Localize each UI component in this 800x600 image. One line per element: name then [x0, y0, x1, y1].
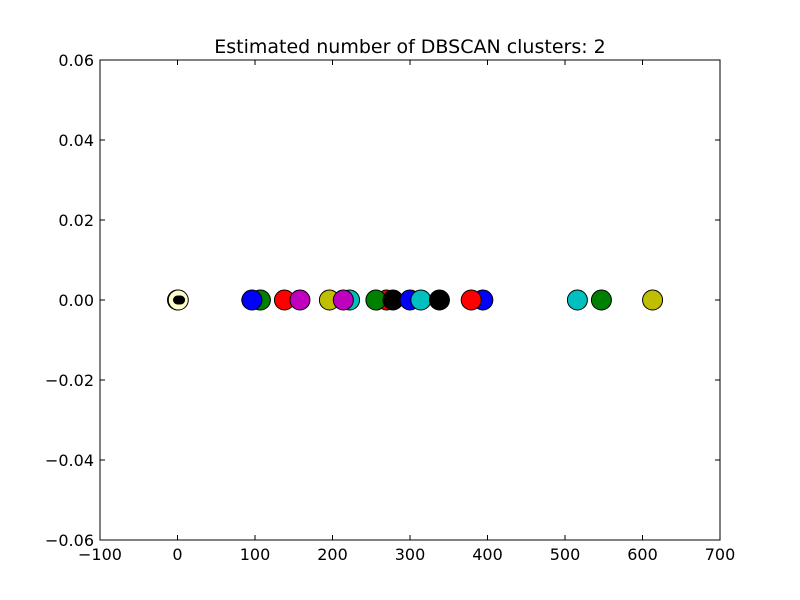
x-tick-label: −100: [78, 545, 122, 564]
data-point: [410, 289, 432, 311]
x-tick-label: 0: [172, 545, 182, 564]
data-point: [289, 289, 311, 311]
data-point: [590, 289, 612, 311]
x-tick-label: 600: [627, 545, 658, 564]
x-tick-label: 700: [705, 545, 736, 564]
y-tick-label: −0.02: [45, 371, 94, 390]
x-tick-label: 500: [550, 545, 581, 564]
y-tick-label: 0.06: [58, 51, 94, 70]
x-tick-label: 200: [317, 545, 348, 564]
y-tick-label: 0.02: [58, 211, 94, 230]
data-points: [167, 289, 664, 311]
axis-tick-labels: −100 0 100 200 300 400 500 600 700 0.06 0.04 0.02 0.…: [45, 51, 735, 564]
data-point: [332, 289, 354, 311]
x-tick-label: 400: [472, 545, 503, 564]
data-point: [642, 289, 664, 311]
chart-title: Estimated number of DBSCAN clusters: 2: [214, 36, 606, 58]
y-tick-label: 0.00: [58, 291, 94, 310]
data-point: [460, 289, 482, 311]
x-tick-label: 100: [240, 545, 271, 564]
data-point: [566, 289, 588, 311]
data-point: [428, 289, 450, 311]
x-tick-label: 300: [395, 545, 426, 564]
data-point: [176, 295, 186, 305]
y-tick-label: −0.04: [45, 451, 94, 470]
y-tick-label: −0.06: [45, 531, 94, 550]
y-tick-label: 0.04: [58, 131, 94, 150]
data-point: [241, 289, 263, 311]
plot-frame: [99, 59, 721, 541]
